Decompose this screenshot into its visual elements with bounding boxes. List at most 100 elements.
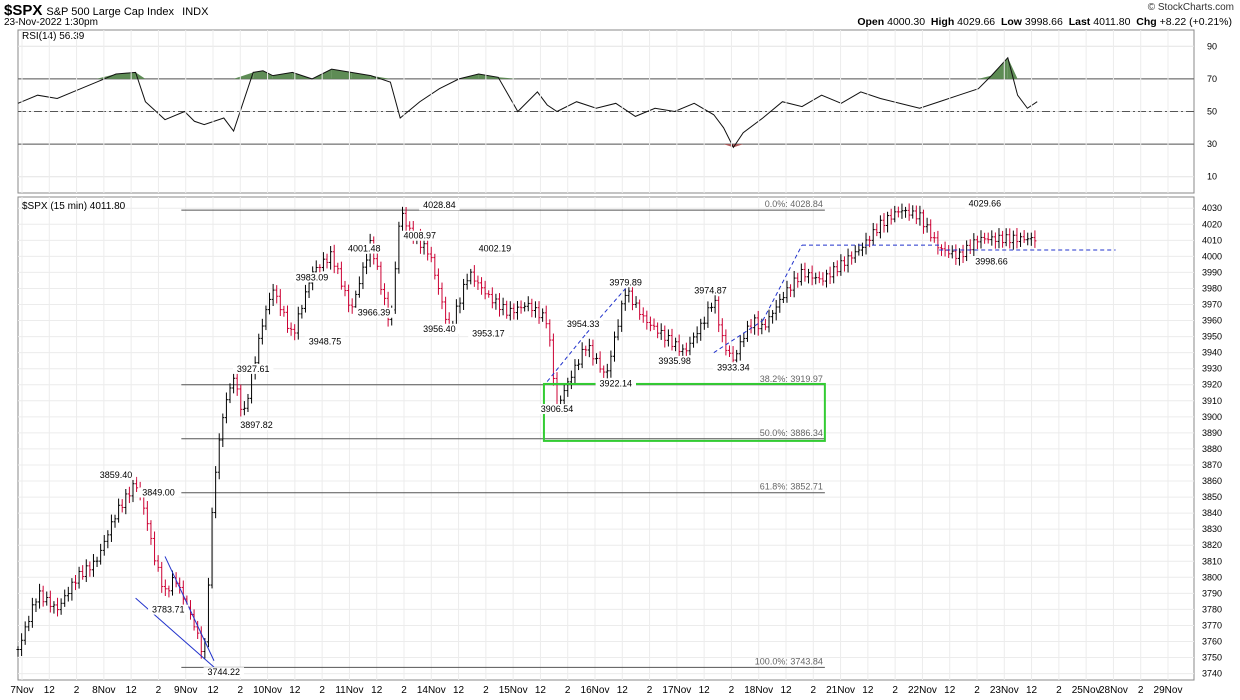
price-annotation: 3927.61 bbox=[237, 364, 270, 374]
price-tick-label: 3830 bbox=[1202, 524, 1222, 534]
x-tick-label: 2 bbox=[892, 685, 898, 696]
price-annotation: 4028.84 bbox=[423, 200, 456, 210]
x-tick-label: 12 bbox=[862, 685, 874, 696]
rsi-overbought-fill bbox=[96, 74, 116, 79]
price-annotation: 3933.34 bbox=[717, 362, 750, 372]
price-tick-label: 3940 bbox=[1202, 348, 1222, 358]
rsi-oversold-fill bbox=[733, 144, 744, 148]
x-tick-label: 2 bbox=[811, 685, 817, 696]
rsi-tick-label: 90 bbox=[1207, 41, 1217, 51]
x-tick-label: 2 bbox=[156, 685, 162, 696]
ohlc-summary: Open 4000.30 High 4029.66 Low 3998.66 La… bbox=[857, 16, 1232, 28]
x-tick-label: 2 bbox=[974, 685, 980, 696]
rsi-overbought-fill bbox=[991, 57, 1008, 79]
price-tick-label: 4030 bbox=[1202, 203, 1222, 213]
price-annotation-bg bbox=[419, 200, 460, 211]
low-value: 3998.66 bbox=[1024, 16, 1063, 28]
price-annotation: 3922.14 bbox=[600, 378, 633, 388]
x-tick-label: 2 bbox=[483, 685, 489, 696]
x-tick-label: 22Nov bbox=[908, 685, 937, 696]
price-annotation-bg bbox=[474, 243, 516, 254]
x-tick-label: 12 bbox=[371, 685, 383, 696]
price-annotation: 3983.09 bbox=[296, 272, 329, 282]
price-tick-label: 3740 bbox=[1202, 669, 1222, 679]
last-label: Last bbox=[1068, 16, 1091, 28]
price-annotation-bg bbox=[605, 277, 646, 288]
x-tick-label: 29Nov bbox=[1154, 685, 1183, 696]
price-annotation: 3897.82 bbox=[240, 420, 273, 430]
price-tick-label: 3990 bbox=[1202, 267, 1222, 277]
price-tick-label: 3760 bbox=[1202, 636, 1222, 646]
price-tick-label: 3970 bbox=[1202, 300, 1222, 310]
rsi-overbought-fill bbox=[272, 72, 293, 79]
price-tick-label: 3750 bbox=[1202, 653, 1222, 663]
price-tick-label: 3880 bbox=[1202, 444, 1222, 454]
low-label: Low bbox=[1000, 16, 1022, 28]
price-title: $SPX (15 min) 4011.80 bbox=[22, 201, 126, 212]
projection-line bbox=[762, 244, 803, 321]
price-tick-label: 3960 bbox=[1202, 316, 1222, 326]
projection-line bbox=[713, 320, 764, 354]
price-annotation-bg bbox=[148, 604, 189, 615]
x-tick-label: 12 bbox=[207, 685, 219, 696]
price-tick-label: 3980 bbox=[1202, 283, 1222, 293]
rsi-overbought-fill bbox=[233, 72, 254, 79]
price-annotation-bg bbox=[203, 667, 244, 678]
price-tick-label: 3870 bbox=[1202, 460, 1222, 470]
x-tick-label: 8Nov bbox=[92, 685, 115, 696]
x-tick-label: 12 bbox=[617, 685, 629, 696]
x-tick-label: 2 bbox=[238, 685, 244, 696]
exchange: INDX bbox=[182, 6, 209, 18]
price-annotation: 4001.48 bbox=[348, 244, 381, 254]
high-value: 4029.66 bbox=[957, 16, 996, 28]
price-annotation: 3956.40 bbox=[423, 324, 456, 334]
x-tick-label: 12 bbox=[699, 685, 711, 696]
rsi-overbought-fill bbox=[498, 77, 518, 79]
x-tick-label: 25Nov bbox=[1072, 685, 1101, 696]
price-tick-label: 3770 bbox=[1202, 620, 1222, 630]
price-annotation: 3954.33 bbox=[567, 319, 600, 329]
price-annotation: 3935.98 bbox=[658, 356, 691, 366]
rsi-tick-label: 30 bbox=[1207, 139, 1217, 149]
x-tick-label: 10Nov bbox=[253, 685, 282, 696]
price-annotation: 3906.54 bbox=[541, 404, 574, 414]
price-annotation: 3998.66 bbox=[975, 256, 1008, 266]
price-annotation-bg bbox=[304, 336, 346, 347]
price-annotation: 3974.87 bbox=[694, 285, 727, 295]
price-annotation-bg bbox=[713, 362, 754, 373]
chg-value: +8.22 (+0.21%) bbox=[1159, 16, 1232, 28]
price-tick-label: 3780 bbox=[1202, 604, 1222, 614]
open-label: Open bbox=[857, 16, 885, 28]
price-annotation-bg bbox=[399, 230, 440, 241]
x-tick-label: 12 bbox=[289, 685, 301, 696]
price-tick-label: 3860 bbox=[1202, 476, 1222, 486]
price-annotation-bg bbox=[236, 420, 277, 431]
price-tick-label: 3950 bbox=[1202, 332, 1222, 342]
rsi-tick-label: 50 bbox=[1207, 107, 1217, 117]
price-tick-label: 3820 bbox=[1202, 540, 1222, 550]
price-annotation-bg bbox=[536, 404, 578, 415]
rsi-title: RSI(14) 56.39 bbox=[22, 31, 85, 42]
x-tick-label: 23Nov bbox=[990, 685, 1019, 696]
price-annotation: 3859.40 bbox=[100, 470, 133, 480]
price-annotation: 4002.19 bbox=[479, 244, 512, 254]
price-tick-label: 3910 bbox=[1202, 396, 1222, 406]
x-tick-label: 2 bbox=[401, 685, 407, 696]
x-tick-label: 14Nov bbox=[417, 685, 446, 696]
rsi-tick-label: 10 bbox=[1207, 172, 1217, 182]
rsi-tick-label: 70 bbox=[1207, 74, 1217, 84]
price-tick-label: 3920 bbox=[1202, 380, 1222, 390]
x-tick-label: 9Nov bbox=[174, 685, 197, 696]
x-tick-label: 2 bbox=[1138, 685, 1144, 696]
price-annotation: 3744.22 bbox=[208, 667, 241, 677]
x-tick-label: 11Nov bbox=[335, 685, 363, 696]
symbol: $SPX bbox=[4, 2, 43, 19]
index-name: S&P 500 Large Cap Index bbox=[46, 6, 174, 18]
x-tick-label: 12 bbox=[535, 685, 547, 696]
x-tick-label: 2 bbox=[319, 685, 325, 696]
price-annotation: 3783.71 bbox=[152, 605, 185, 615]
price-tick-label: 3800 bbox=[1202, 572, 1222, 582]
x-tick-label: 12 bbox=[780, 685, 792, 696]
price-annotation-bg bbox=[138, 487, 179, 498]
x-tick-label: 2 bbox=[74, 685, 80, 696]
